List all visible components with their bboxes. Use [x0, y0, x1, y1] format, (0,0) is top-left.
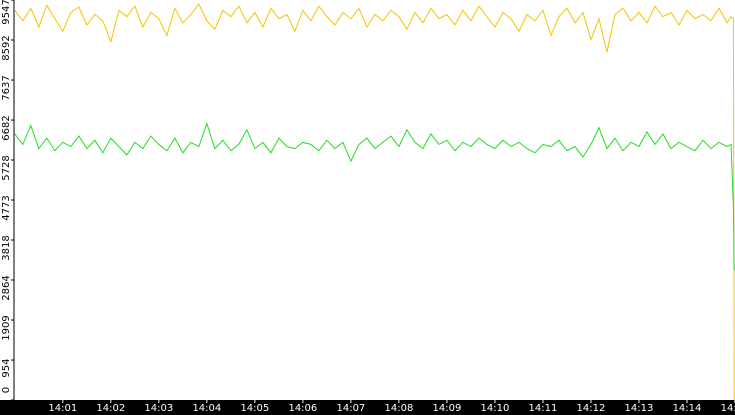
y-tick-label: 8592 [1, 35, 12, 60]
x-tick-label: 14:15 [721, 403, 735, 414]
x-axis-bar [0, 400, 735, 415]
x-tick-label: 14:13 [625, 403, 654, 414]
y-tick-label: 7637 [1, 75, 12, 100]
x-tick-label: 14:05 [240, 403, 269, 414]
x-tick-label: 14:08 [384, 403, 413, 414]
line-series [14, 121, 735, 271]
y-tick-label: 0 [1, 387, 12, 393]
x-tick-label: 14:10 [481, 403, 510, 414]
x-tick-label: 14:09 [433, 403, 462, 414]
y-tick-label: 6682 [1, 115, 12, 140]
x-tick-label: 14:14 [673, 403, 702, 414]
y-tick-label: 9547 [1, 0, 12, 25]
line-series [14, 3, 735, 401]
y-tick-label: 954 [1, 358, 12, 377]
x-tick-label: 14:03 [144, 403, 173, 414]
x-tick-label: 14:06 [288, 403, 317, 414]
x-tick-label: 14:04 [192, 403, 221, 414]
x-tick-label: 14:02 [96, 403, 125, 414]
x-tick-label: 14:11 [529, 403, 558, 414]
x-tick-label: 14:12 [577, 403, 606, 414]
y-tick-label: 2864 [1, 275, 12, 300]
y-tick-label: 1909 [1, 315, 12, 340]
y-tick-label: 4773 [1, 195, 12, 220]
y-tick-label: 5728 [1, 155, 12, 180]
y-tick-label: 3818 [1, 235, 12, 260]
x-tick-label: 14:01 [48, 403, 77, 414]
x-tick-label: 14:07 [336, 403, 365, 414]
